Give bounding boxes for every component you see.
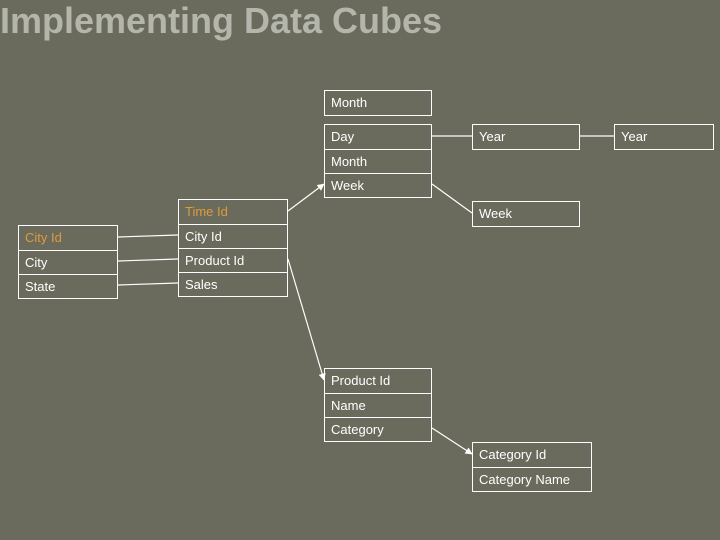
fact-box-row: Product Id bbox=[179, 248, 287, 272]
product-box-row: Name bbox=[325, 393, 431, 417]
product-box-row: Product Id bbox=[325, 369, 431, 393]
month-small-row: Month bbox=[325, 91, 431, 115]
connector bbox=[432, 428, 472, 454]
connector bbox=[118, 259, 178, 261]
product-box-row: Category bbox=[325, 417, 431, 441]
city-box: City IdCityState bbox=[18, 225, 118, 299]
connector bbox=[432, 184, 472, 213]
category-box: Category IdCategory Name bbox=[472, 442, 592, 492]
connector bbox=[288, 184, 324, 211]
product-box: Product IdNameCategory bbox=[324, 368, 432, 442]
year-box1-row: Year bbox=[473, 125, 579, 149]
city-box-row: State bbox=[19, 274, 117, 298]
month-small: Month bbox=[324, 90, 432, 116]
city-box-row: City Id bbox=[19, 226, 117, 250]
time-box: DayMonthWeek bbox=[324, 124, 432, 198]
fact-box: Time IdCity IdProduct IdSales bbox=[178, 199, 288, 297]
page-title: Implementing Data Cubes bbox=[0, 0, 442, 42]
time-box-row: Day bbox=[325, 125, 431, 149]
category-box-row: Category Name bbox=[473, 467, 591, 491]
connector bbox=[118, 235, 178, 237]
connector bbox=[288, 259, 324, 380]
connector bbox=[118, 283, 178, 285]
category-box-row: Category Id bbox=[473, 443, 591, 467]
fact-box-row: Time Id bbox=[179, 200, 287, 224]
fact-box-row: City Id bbox=[179, 224, 287, 248]
week-box: Week bbox=[472, 201, 580, 227]
year-box2: Year bbox=[614, 124, 714, 150]
city-box-row: City bbox=[19, 250, 117, 274]
year-box2-row: Year bbox=[615, 125, 713, 149]
year-box1: Year bbox=[472, 124, 580, 150]
time-box-row: Week bbox=[325, 173, 431, 197]
fact-box-row: Sales bbox=[179, 272, 287, 296]
week-box-row: Week bbox=[473, 202, 579, 226]
time-box-row: Month bbox=[325, 149, 431, 173]
